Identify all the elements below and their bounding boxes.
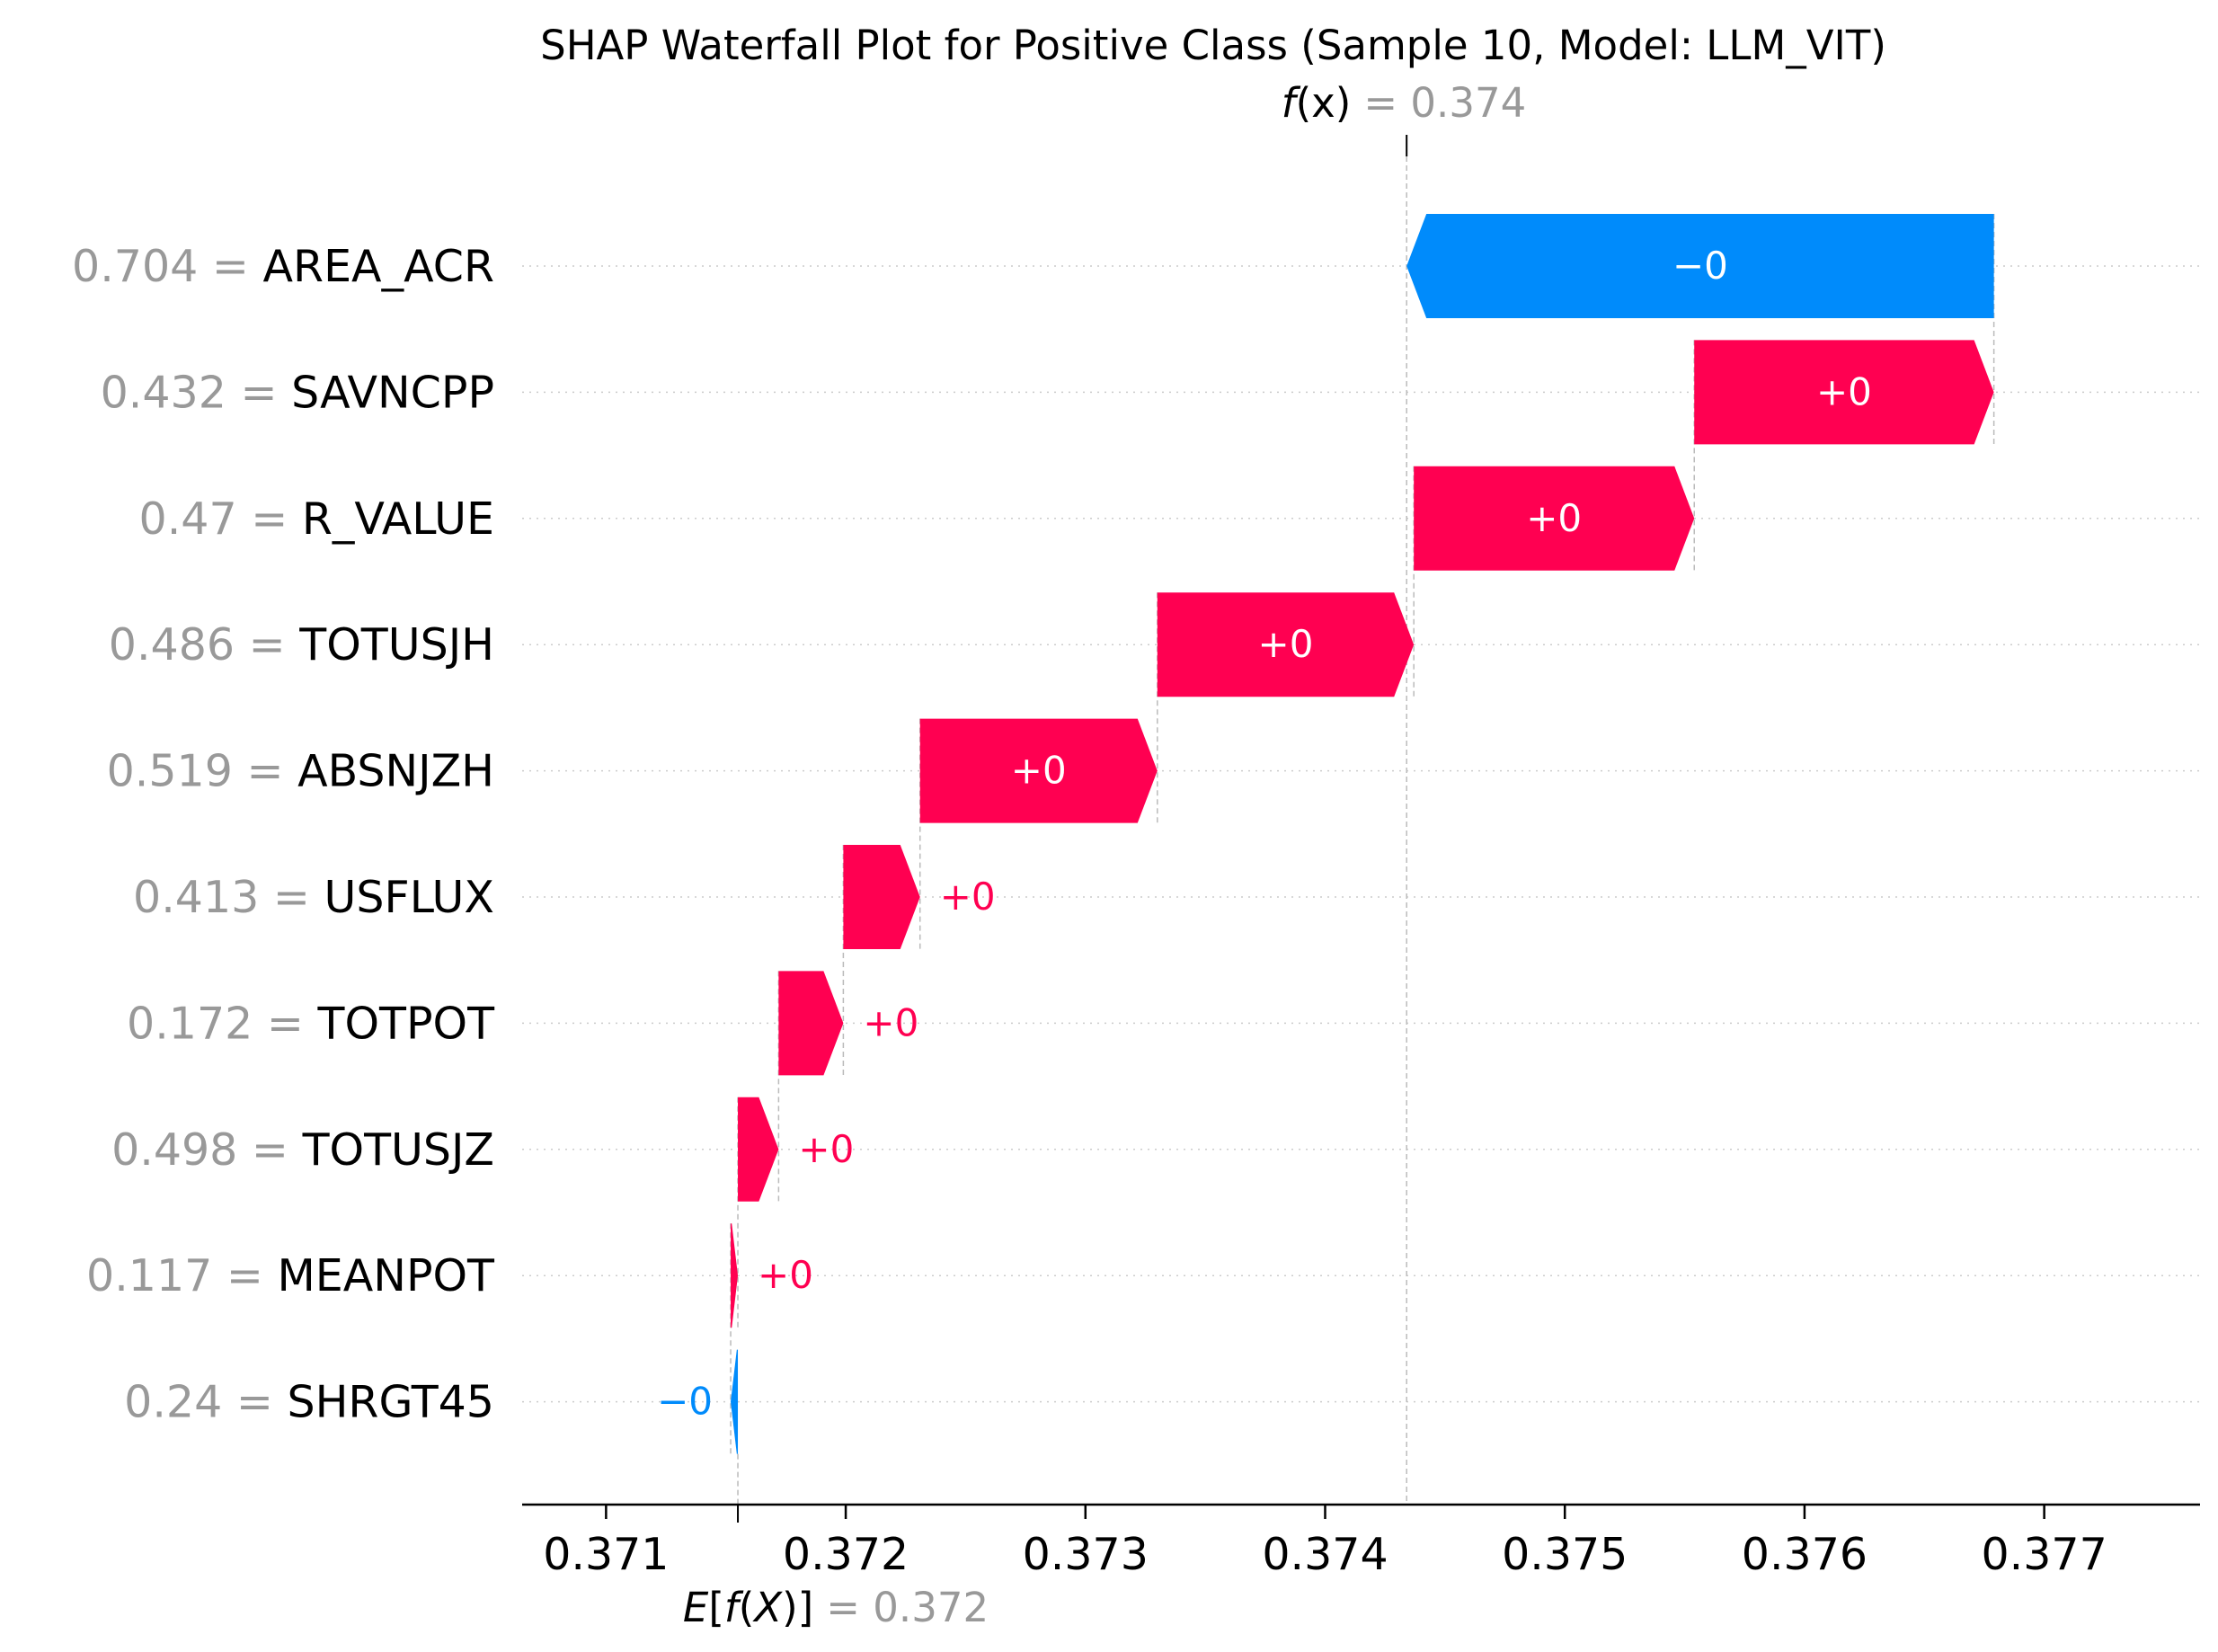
feature-label: 0.432 = SAVNCPP (101, 367, 494, 418)
bar-value-label: −0 (1672, 244, 1728, 288)
feature-label: 0.117 = MEANPOT (86, 1250, 495, 1301)
x-tick-label: 0.373 (1023, 1529, 1149, 1580)
feature-name: TOTUSJZ (302, 1124, 494, 1176)
x-axis: 0.371 0.372 0.373 0.374 0.375 0.376 0.377 (522, 1503, 2200, 1580)
feature-label: 0.172 = TOTPOT (127, 998, 495, 1049)
x-tick-label: 0.372 (783, 1529, 909, 1580)
feature-value: 0.413 = (133, 872, 324, 923)
feature-value: 0.117 = (86, 1250, 278, 1301)
bar-value-label: +0 (1816, 369, 1872, 413)
bar-value-label: +0 (1011, 749, 1067, 793)
feature-name: TOTPOT (317, 998, 496, 1049)
waterfall-bar (1694, 340, 1994, 445)
x-tick-label: 0.376 (1742, 1529, 1868, 1580)
feature-name: SHRGT45 (287, 1377, 494, 1428)
fx-eq: = 0.374 (1363, 79, 1526, 127)
feature-name: R_VALUE (302, 493, 494, 545)
y-labels: 0.704 = AREA_ACR 0.432 = SAVNCPP 0.47 = R_… (72, 241, 495, 1428)
feature-name: MEANPOT (278, 1250, 496, 1301)
efx-close: )] (782, 1584, 813, 1631)
bar-value-label: +0 (940, 875, 996, 919)
fx-label: f(x) = 0.374 (1282, 79, 1526, 127)
waterfall-bar (731, 1349, 739, 1454)
bar-value-label: −0 (657, 1380, 713, 1424)
feature-label: 0.47 = R_VALUE (139, 493, 494, 545)
feature-label: 0.498 = TOTUSJZ (111, 1124, 494, 1176)
feature-value: 0.486 = (109, 619, 300, 671)
feature-label: 0.413 = USFLUX (133, 872, 494, 923)
feature-label: 0.519 = ABSNJZH (107, 746, 494, 797)
x-tick-label: 0.374 (1262, 1529, 1388, 1580)
efx-E: E (683, 1584, 709, 1631)
waterfall-bar (738, 1097, 779, 1202)
bar-value-label: +0 (1258, 622, 1314, 666)
bar-value-label: +0 (758, 1253, 813, 1297)
feature-name: AREA_ACR (263, 241, 494, 292)
feature-name: TOTUSJH (298, 619, 494, 671)
x-tick-label: 0.377 (1981, 1529, 2107, 1580)
bar-value-label: +0 (1526, 496, 1582, 540)
feature-name: ABSNJZH (297, 746, 494, 797)
efx-label: E[f(X)] = 0.372 (683, 1584, 989, 1631)
feature-value: 0.24 = (124, 1377, 287, 1428)
efx-open: [ (708, 1584, 724, 1631)
feature-value: 0.432 = (101, 367, 292, 418)
waterfall-bar (1414, 466, 1695, 571)
feature-value: 0.519 = (107, 746, 298, 797)
efx-eq: = 0.372 (826, 1584, 989, 1631)
waterfall-bar (1406, 214, 1994, 318)
waterfall-bar (919, 718, 1158, 823)
waterfall-bar (1157, 592, 1415, 697)
feature-name: SAVNCPP (291, 367, 494, 418)
feature-name: USFLUX (324, 872, 494, 923)
waterfall-bar (731, 1223, 739, 1328)
feature-value: 0.172 = (127, 998, 318, 1049)
bars: −0 +0 +0 +0 +0 +0 +0 +0 +0 −0 (657, 214, 1994, 1454)
feature-label: 0.704 = AREA_ACR (72, 241, 494, 292)
feature-label: 0.24 = SHRGT45 (124, 1377, 494, 1428)
x-tick-label: 0.371 (543, 1529, 669, 1580)
feature-value: 0.498 = (111, 1124, 303, 1176)
efx-paren-open: ( (739, 1584, 755, 1631)
waterfall-bar (778, 971, 844, 1076)
bar-value-label: +0 (798, 1127, 854, 1171)
waterfall-bar (843, 845, 920, 949)
chart-title: SHAP Waterfall Plot for Positive Class (… (540, 22, 1886, 69)
bar-value-label: +0 (863, 1000, 918, 1044)
x-tick-label: 0.375 (1502, 1529, 1628, 1580)
feature-label: 0.486 = TOTUSJH (109, 619, 494, 671)
feature-value: 0.704 = (72, 241, 263, 292)
feature-value: 0.47 = (139, 493, 302, 545)
efx-X: X (752, 1584, 783, 1631)
fx-x: (x) (1296, 79, 1352, 127)
